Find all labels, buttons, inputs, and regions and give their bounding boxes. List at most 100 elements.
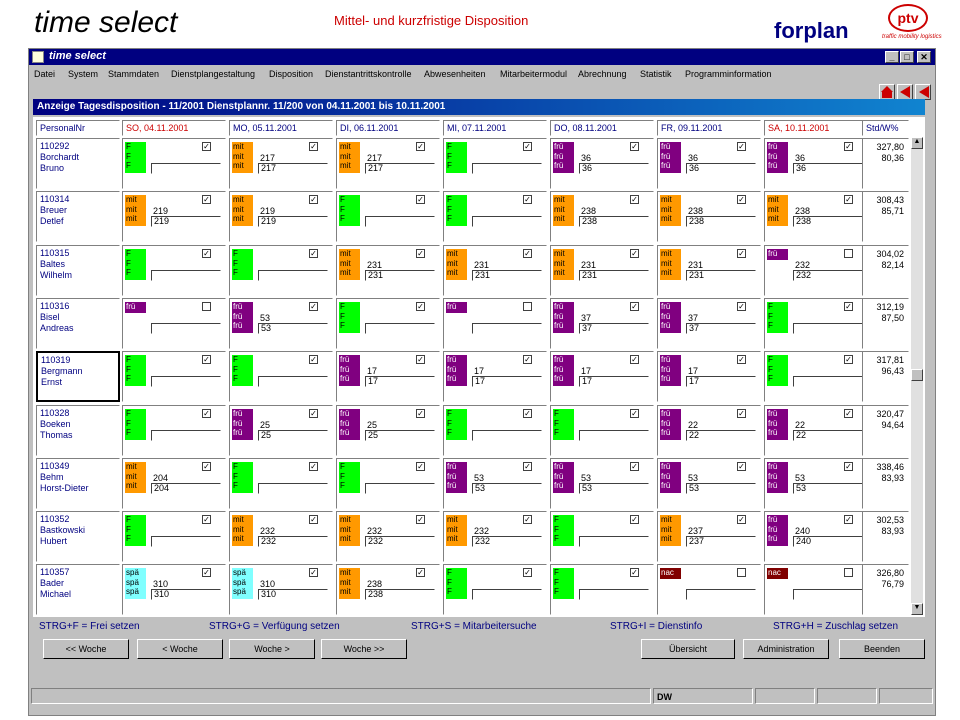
shift-number-field[interactable]: 17	[686, 376, 756, 387]
day-cell[interactable]: F F F ✓	[443, 564, 547, 615]
day-cell[interactable]: F F F ✓	[764, 298, 868, 349]
shift-chip[interactable]: frü frü frü	[660, 142, 681, 173]
day-checkbox[interactable]: ✓	[416, 568, 425, 577]
menu-stammdaten[interactable]: Stammdaten	[108, 69, 160, 79]
day-checkbox[interactable]: ✓	[737, 462, 746, 471]
day-cell[interactable]: frü frü frü ✓ 53 53	[443, 458, 547, 509]
day-cell[interactable]: spä spä spä ✓ 310 310	[122, 564, 226, 615]
shift-number-field[interactable]: 17	[579, 376, 649, 387]
day-cell[interactable]: mit mit mit ✓ 232 232	[443, 511, 547, 562]
shift-number-field[interactable]	[472, 163, 542, 174]
shift-chip[interactable]: mit mit mit	[660, 195, 681, 226]
shift-number-field[interactable]: 231	[579, 270, 649, 281]
day-checkbox[interactable]: ✓	[737, 195, 746, 204]
day-cell[interactable]: F F F ✓	[229, 458, 333, 509]
shift-number-field[interactable]	[151, 163, 221, 174]
menu-dienstantrittskontrolle[interactable]: Dienstantrittskontrolle	[325, 69, 412, 79]
shift-chip[interactable]: mit mit mit	[553, 249, 574, 280]
shift-chip[interactable]: mit mit mit	[232, 142, 253, 173]
shift-number-field[interactable]	[258, 376, 328, 387]
shift-number-field[interactable]: 219	[151, 216, 221, 227]
menu-disposition[interactable]: Disposition	[269, 69, 314, 79]
maximize-button[interactable]: □	[900, 51, 914, 63]
shift-chip[interactable]: frü frü frü	[553, 462, 574, 493]
day-checkbox[interactable]: ✓	[737, 409, 746, 418]
day-cell[interactable]: F F F ✓	[443, 138, 547, 189]
day-checkbox[interactable]: ✓	[309, 302, 318, 311]
shift-number-field[interactable]: 231	[365, 270, 435, 281]
shift-chip[interactable]: mit mit mit	[232, 195, 253, 226]
day-checkbox[interactable]: ✓	[416, 462, 425, 471]
day-checkbox[interactable]	[737, 568, 746, 577]
scroll-down-icon[interactable]: ▼	[911, 603, 923, 615]
day-cell[interactable]: F F F ✓	[122, 511, 226, 562]
day-checkbox[interactable]: ✓	[844, 142, 853, 151]
day-cell[interactable]: frü frü frü ✓ 53 53	[657, 458, 761, 509]
shift-number-field[interactable]	[793, 376, 863, 387]
day-cell[interactable]: frü frü frü ✓ 53 53	[229, 298, 333, 349]
day-cell[interactable]: F F F ✓	[550, 564, 654, 615]
day-checkbox[interactable]: ✓	[523, 462, 532, 471]
day-checkbox[interactable]: ✓	[202, 195, 211, 204]
day-cell[interactable]: F F F ✓	[336, 191, 440, 242]
day-checkbox[interactable]: ✓	[309, 142, 318, 151]
shift-chip[interactable]: mit mit mit	[553, 195, 574, 226]
day-cell[interactable]: F F F ✓	[336, 458, 440, 509]
day-cell[interactable]: F F F ✓	[336, 298, 440, 349]
shift-number-field[interactable]: 36	[579, 163, 649, 174]
shift-number-field[interactable]	[472, 430, 542, 441]
day-cell[interactable]: mit mit mit ✓ 232 232	[336, 511, 440, 562]
day-cell[interactable]: nac	[764, 564, 868, 615]
shift-chip[interactable]: mit mit mit	[446, 515, 467, 546]
shift-number-field[interactable]	[365, 483, 435, 494]
shift-number-field[interactable]: 231	[686, 270, 756, 281]
shift-number-field[interactable]: 25	[365, 430, 435, 441]
shift-number-field[interactable]: 238	[365, 589, 435, 600]
shift-number-field[interactable]: 25	[258, 430, 328, 441]
day-cell[interactable]: frü frü frü ✓ 17 17	[336, 351, 440, 402]
menu-datei[interactable]: Datei	[34, 69, 56, 79]
person-cell[interactable]: 110314 Breuer Detlef	[36, 191, 120, 242]
shift-chip[interactable]: frü frü frü	[660, 462, 681, 493]
day-checkbox[interactable]	[844, 249, 853, 258]
shift-chip[interactable]: frü frü frü	[446, 355, 467, 386]
day-checkbox[interactable]: ✓	[630, 515, 639, 524]
day-checkbox[interactable]	[523, 302, 532, 311]
day-checkbox[interactable]: ✓	[630, 355, 639, 364]
shift-chip[interactable]: spä spä spä	[125, 568, 146, 599]
day-checkbox[interactable]: ✓	[309, 355, 318, 364]
shift-chip[interactable]: nac	[660, 568, 681, 579]
person-cell[interactable]: 110316 Bisel Andreas	[36, 298, 120, 349]
shift-number-field[interactable]	[258, 270, 328, 281]
day-checkbox[interactable]	[202, 302, 211, 311]
shift-number-field[interactable]: 238	[793, 216, 863, 227]
shift-number-field[interactable]: 36	[793, 163, 863, 174]
day-cell[interactable]: mit mit mit ✓ 217 217	[229, 138, 333, 189]
day-cell[interactable]: mit mit mit ✓ 231 231	[657, 245, 761, 296]
shift-chip[interactable]: mit mit mit	[660, 249, 681, 280]
shift-number-field[interactable]: 204	[151, 483, 221, 494]
day-checkbox[interactable]: ✓	[416, 409, 425, 418]
beenden-button[interactable]: Beenden	[839, 639, 925, 659]
shift-number-field[interactable]: 36	[686, 163, 756, 174]
shift-number-field[interactable]: 232	[793, 270, 863, 281]
day-cell[interactable]: frü 232 232	[764, 245, 868, 296]
day-cell[interactable]: F F F ✓	[122, 351, 226, 402]
day-cell[interactable]: frü frü frü ✓ 37 37	[657, 298, 761, 349]
day-cell[interactable]: mit mit mit ✓ 217 217	[336, 138, 440, 189]
day-cell[interactable]: frü frü frü ✓ 37 37	[550, 298, 654, 349]
day-checkbox[interactable]: ✓	[202, 355, 211, 364]
shift-chip[interactable]: frü frü frü	[553, 355, 574, 386]
shift-number-field[interactable]	[472, 589, 542, 600]
shift-number-field[interactable]: 232	[472, 536, 542, 547]
day-cell[interactable]: mit mit mit ✓ 232 232	[229, 511, 333, 562]
